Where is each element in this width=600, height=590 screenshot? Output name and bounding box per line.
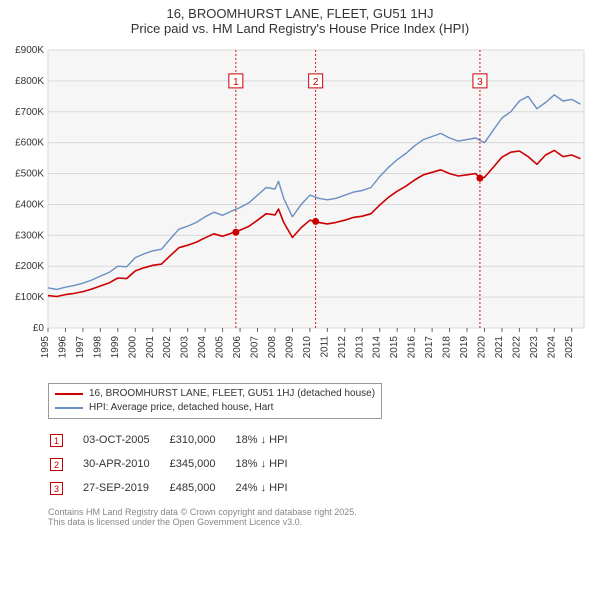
event-price: £485,000 (170, 477, 234, 499)
footer-line-1: Contains HM Land Registry data © Crown c… (48, 507, 590, 517)
svg-text:1997: 1997 (75, 336, 86, 359)
event-delta: 18% ↓ HPI (236, 429, 306, 451)
svg-text:£900K: £900K (15, 45, 44, 56)
svg-text:2015: 2015 (389, 336, 400, 359)
legend-box: 16, BROOMHURST LANE, FLEET, GU51 1HJ (de… (48, 383, 382, 419)
event-marker-cell: 3 (50, 477, 81, 499)
line-chart-svg: £0 £100K £200K £300K £400K £500K £600K £700K £80… (10, 44, 590, 374)
svg-text:1998: 1998 (92, 336, 103, 359)
svg-text:2011: 2011 (319, 336, 330, 358)
title-line-2: Price paid vs. HM Land Registry's House … (10, 21, 590, 36)
svg-text:£0: £0 (33, 323, 45, 334)
svg-text:£500K: £500K (15, 169, 44, 180)
svg-text:2018: 2018 (442, 336, 453, 359)
svg-text:2005: 2005 (215, 336, 226, 359)
svg-text:2008: 2008 (267, 336, 278, 359)
svg-text:3: 3 (477, 77, 483, 88)
events-table: 1 03-OCT-2005£310,00018% ↓ HPI 2 30-APR-201… (48, 427, 308, 501)
svg-text:2019: 2019 (459, 336, 470, 359)
svg-text:2001: 2001 (145, 336, 156, 359)
svg-text:£100K: £100K (15, 292, 44, 303)
svg-text:2: 2 (313, 77, 319, 88)
svg-text:2007: 2007 (250, 336, 261, 359)
svg-text:2002: 2002 (162, 336, 173, 359)
svg-text:£400K: £400K (15, 199, 44, 210)
legend-label: HPI: Average price, detached house, Hart (89, 401, 273, 415)
legend-swatch-1 (55, 393, 83, 395)
legend-swatch-2 (55, 407, 83, 409)
event-date: 30-APR-2010 (83, 453, 168, 475)
svg-text:2016: 2016 (407, 336, 418, 359)
event-marker-cell: 2 (50, 453, 81, 475)
event-row: 1 03-OCT-2005£310,00018% ↓ HPI (50, 429, 306, 451)
svg-text:2010: 2010 (302, 336, 313, 359)
svg-text:2003: 2003 (180, 336, 191, 359)
event-price: £345,000 (170, 453, 234, 475)
chart-title-block: 16, BROOMHURST LANE, FLEET, GU51 1HJ Pri… (0, 0, 600, 38)
svg-text:2004: 2004 (197, 336, 208, 359)
svg-text:2014: 2014 (372, 336, 383, 359)
title-line-1: 16, BROOMHURST LANE, FLEET, GU51 1HJ (10, 6, 590, 21)
event-delta: 24% ↓ HPI (236, 477, 306, 499)
svg-text:£300K: £300K (15, 230, 44, 241)
svg-text:1: 1 (233, 77, 239, 88)
svg-text:1999: 1999 (110, 336, 121, 359)
svg-text:2021: 2021 (494, 336, 505, 359)
event-row: 3 27-SEP-2019£485,00024% ↓ HPI (50, 477, 306, 499)
legend-item: 16, BROOMHURST LANE, FLEET, GU51 1HJ (de… (55, 387, 375, 401)
event-date: 27-SEP-2019 (83, 477, 168, 499)
svg-text:£800K: £800K (15, 76, 44, 87)
event-marker-icon: 3 (50, 482, 63, 495)
event-row: 2 30-APR-2010£345,00018% ↓ HPI (50, 453, 306, 475)
event-date: 03-OCT-2005 (83, 429, 168, 451)
svg-text:2009: 2009 (284, 336, 295, 359)
svg-text:£600K: £600K (15, 138, 44, 149)
svg-text:1995: 1995 (40, 336, 51, 359)
svg-text:2025: 2025 (564, 336, 575, 359)
svg-text:2017: 2017 (424, 336, 435, 359)
chart-area: £0 £100K £200K £300K £400K £500K £600K £700K £80… (10, 44, 590, 379)
svg-text:2020: 2020 (476, 336, 487, 359)
event-marker-icon: 2 (50, 458, 63, 471)
svg-text:2023: 2023 (529, 336, 540, 359)
svg-text:2000: 2000 (127, 336, 138, 359)
event-price: £310,000 (170, 429, 234, 451)
legend-label: 16, BROOMHURST LANE, FLEET, GU51 1HJ (de… (89, 387, 375, 401)
svg-text:2006: 2006 (232, 336, 243, 359)
svg-text:£200K: £200K (15, 261, 44, 272)
svg-text:2012: 2012 (337, 336, 348, 359)
footer-line-2: This data is licensed under the Open Gov… (48, 517, 590, 527)
svg-text:£700K: £700K (15, 107, 44, 118)
event-delta: 18% ↓ HPI (236, 453, 306, 475)
event-marker-icon: 1 (50, 434, 63, 447)
footer-attribution: Contains HM Land Registry data © Crown c… (48, 507, 590, 527)
legend-item: HPI: Average price, detached house, Hart (55, 401, 375, 415)
event-marker-cell: 1 (50, 429, 81, 451)
svg-text:1996: 1996 (57, 336, 68, 359)
svg-text:2024: 2024 (546, 336, 557, 359)
svg-text:2022: 2022 (511, 336, 522, 359)
svg-text:2013: 2013 (354, 336, 365, 359)
